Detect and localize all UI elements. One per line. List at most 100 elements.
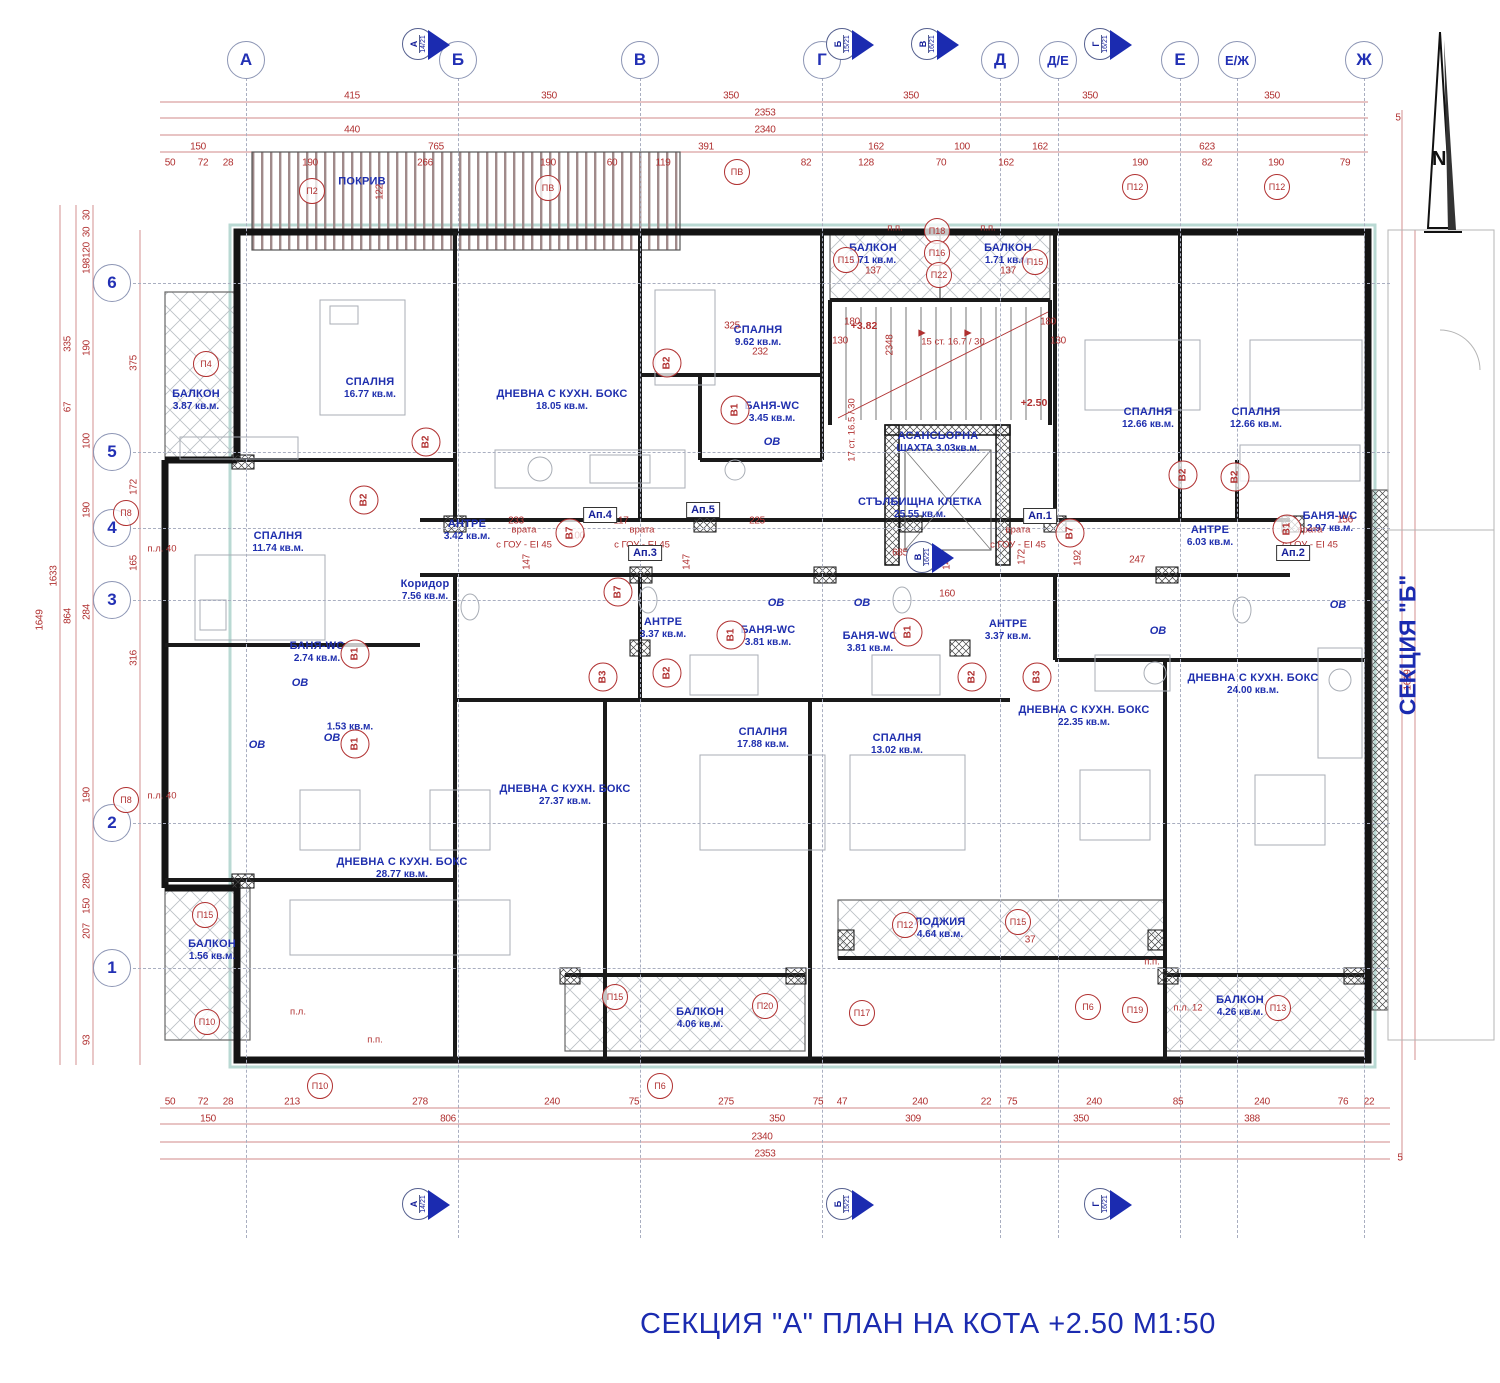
grid-line-Е/Ж [1237,78,1238,1238]
grid-line-В [640,78,641,1238]
heating-ov-label: ОВ [291,677,309,689]
door-tag-В1: В1 [340,639,370,669]
dimension-lines [59,101,1416,1160]
dimension-text: 67 [62,401,74,413]
room-label: АНТРЕ 3.37 кв.м. [639,615,687,640]
dimension-text: 440 [344,124,360,136]
dimension-text: 391 [698,141,714,153]
panel-tag-П8: П8 [113,500,139,526]
dimension-text: 150 [200,1113,216,1125]
panel-tag-П12: П12 [892,912,918,938]
furniture [179,289,1363,956]
dimension-text: 864 [62,608,74,624]
dimension-text: 388 [1244,1113,1260,1125]
dimension-text: 30 [81,209,93,221]
door-tag-В2: В2 [1168,460,1198,490]
panel-tag-П2: П2 [299,178,325,204]
room-label: БАНЯ-WC 3.45 кв.м. [744,399,800,424]
room-label: ПОКРИВ [338,175,386,188]
dimension-text: 190 [81,502,93,518]
north-letter: N [1432,148,1447,170]
dimension-text: 137 [865,265,881,277]
dimension-text: 213 [284,1096,300,1108]
dimension-text: 190 [1132,157,1148,169]
grid-line-Б [458,78,459,1238]
grid-row-6 [128,283,1390,284]
dimension-text: 284 [81,604,93,620]
apartment-tag-Ап.1: Ап.1 [1023,508,1057,524]
dimension-text: 2340 [751,1131,773,1143]
heating-ov-label: ОВ [767,597,785,609]
room-label: АНТРЕ 3.42 кв.м. [443,517,491,542]
room-label: СПАЛНЯ 16.77 кв.м. [344,375,396,400]
panel-tag-П6: П6 [647,1073,673,1099]
door-tag-В7: В7 [555,518,585,548]
dimension-text: 28 [222,1096,234,1108]
dimension-text: 240 [1086,1096,1102,1108]
axis-bubble-Е: Е [1161,41,1199,79]
room-label: СТЪЛБИЩНА КЛЕТКА 25.55 кв.м. [858,495,982,520]
panel-tag-П13: П13 [1265,995,1291,1021]
door-tag-В3: В3 [1022,662,1052,692]
room-label: БАЛКОН 1.71 кв.м. [849,241,897,266]
dimension-text: 5 [1395,112,1401,124]
marker-triangle-icon [428,30,450,60]
dimension-text: 350 [769,1113,785,1125]
dimension-text: 225 [749,515,765,527]
annotation-text: врата [1297,524,1323,536]
room-label: БАНЯ-WC 3.81 кв.м. [842,629,898,654]
panel-tag-П12: П12 [1122,174,1148,200]
door-tag-В2: В2 [652,658,682,688]
room-label: СПАЛНЯ 9.62 кв.м. [733,323,783,348]
dimension-text: 76 [1337,1096,1349,1108]
room-label: ЛОДЖИЯ 4.64 кв.м. [914,915,966,940]
annotation-text: п.п. [887,222,903,234]
dimension-text: 207 [81,923,93,939]
panel-tag-П12: П12 [1264,174,1290,200]
panel-tag-П17: П17 [849,1000,875,1026]
dimension-text: 93 [81,1034,93,1046]
dimension-text: 22 [1363,1096,1375,1108]
section-marker-В: В 16/21 [906,540,964,576]
dimension-text: 685 [892,547,908,559]
room-label: БАЛКОН 3.87 кв.м. [172,387,220,412]
axis-bubble-Ж: Ж [1345,41,1383,79]
dimension-text: 162 [868,141,884,153]
dimension-text: 72 [197,1096,209,1108]
dimension-text: 309 [905,1113,921,1125]
dimension-text: 150 [81,898,93,914]
annotation-text: врата [629,524,655,536]
room-label: 1.53 кв.м. [326,721,374,733]
marker-triangle-icon [937,30,959,60]
dimension-text: 247 [1129,554,1145,566]
door-tag-В2: В2 [1220,462,1250,492]
dimension-text: 350 [1082,90,1098,102]
dimension-text: 50 [164,1096,176,1108]
section-marker-Г: Г 16/21 [1084,27,1142,63]
panel-tag-П22: П22 [926,262,952,288]
room-label: ДНЕВНА С КУХН. БОКС 28.77 кв.м. [336,855,468,880]
apartment-tag-Ап.2: Ап.2 [1276,545,1310,561]
dimension-text: 240 [544,1096,560,1108]
heating-ov-label: ОВ [248,739,266,751]
axis-bubble-Е/Ж: Е/Ж [1218,41,1256,79]
annotation-text: +2.50 [1020,397,1048,409]
dimension-text: 100 [954,141,970,153]
dimension-text: 198 [81,258,93,274]
section-marker-Б: Б 15/21 [826,1187,884,1223]
room-label: СПАЛНЯ 12.66 кв.м. [1230,405,1282,430]
dimension-text: 350 [723,90,739,102]
annotation-text: п.п. [980,222,996,234]
dimension-text: 350 [1073,1113,1089,1125]
section-marker-А: А 14/21 [402,1187,460,1223]
annotation-text: врата [511,524,537,536]
dimension-text: 137 [1000,265,1016,277]
door-tag-В2: В2 [411,427,441,457]
dimension-text: 120 [81,242,93,258]
dimension-text: 180 [844,316,860,328]
dimension-text: 192 [1072,550,1084,566]
door-tag-В1: В1 [340,729,370,759]
apartment-tag-Ап.4: Ап.4 [583,507,617,523]
marker-triangle-icon [932,543,954,573]
dimension-text: 325 [724,320,740,332]
